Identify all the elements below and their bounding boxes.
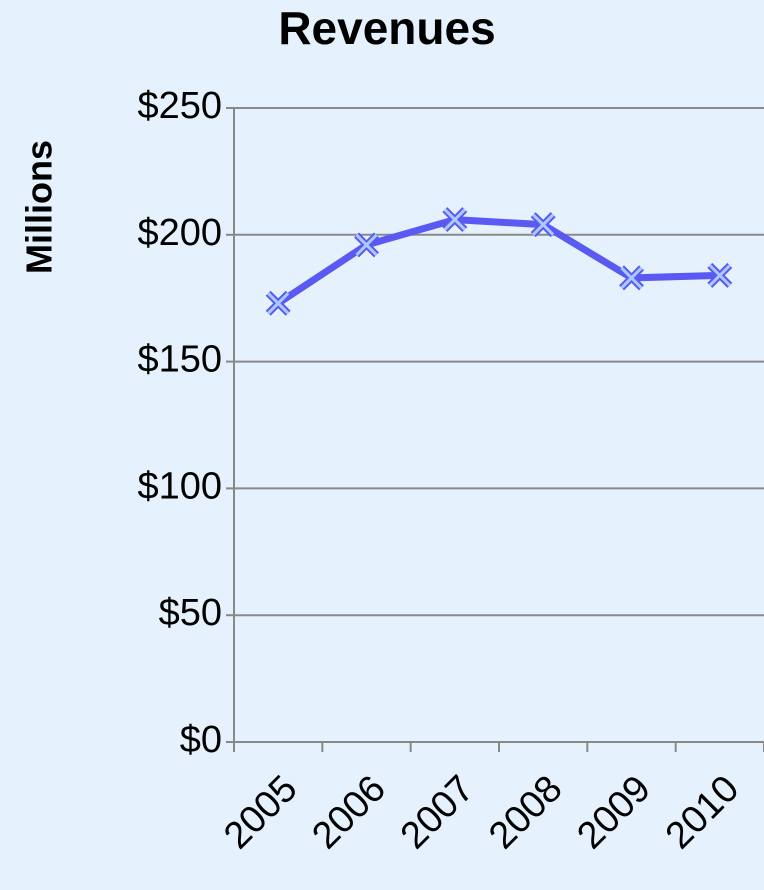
series-line [276,216,720,307]
marker-inner [355,233,378,257]
data-point [442,207,468,233]
y-tick-label: $150 [137,339,222,381]
y-axis-label: Millions [19,140,60,274]
data-point [530,212,556,238]
data-point [707,262,733,288]
data-point [619,265,644,291]
chart-title: Revenues [278,2,495,54]
x-tick-label: 2009 [569,768,658,857]
marker-inner [532,213,555,236]
y-tick-label: $250 [137,85,222,127]
data-point [265,290,291,316]
x-tick-label: 2006 [304,768,393,857]
x-tick-label: 2008 [481,768,570,857]
data-point [354,232,379,258]
marker-inner [708,264,731,287]
x-tick-label: 2007 [393,768,482,857]
marker-inner [620,266,643,289]
x-tick-label: 2010 [658,768,747,857]
marker-inner [267,292,290,315]
y-tick-label: $50 [159,592,222,634]
marker-inner [443,208,466,231]
y-tick-label: $100 [137,465,222,507]
x-tick-label: 2005 [216,768,305,857]
y-tick-label: $200 [137,212,222,254]
y-tick-label: $0 [180,719,222,761]
